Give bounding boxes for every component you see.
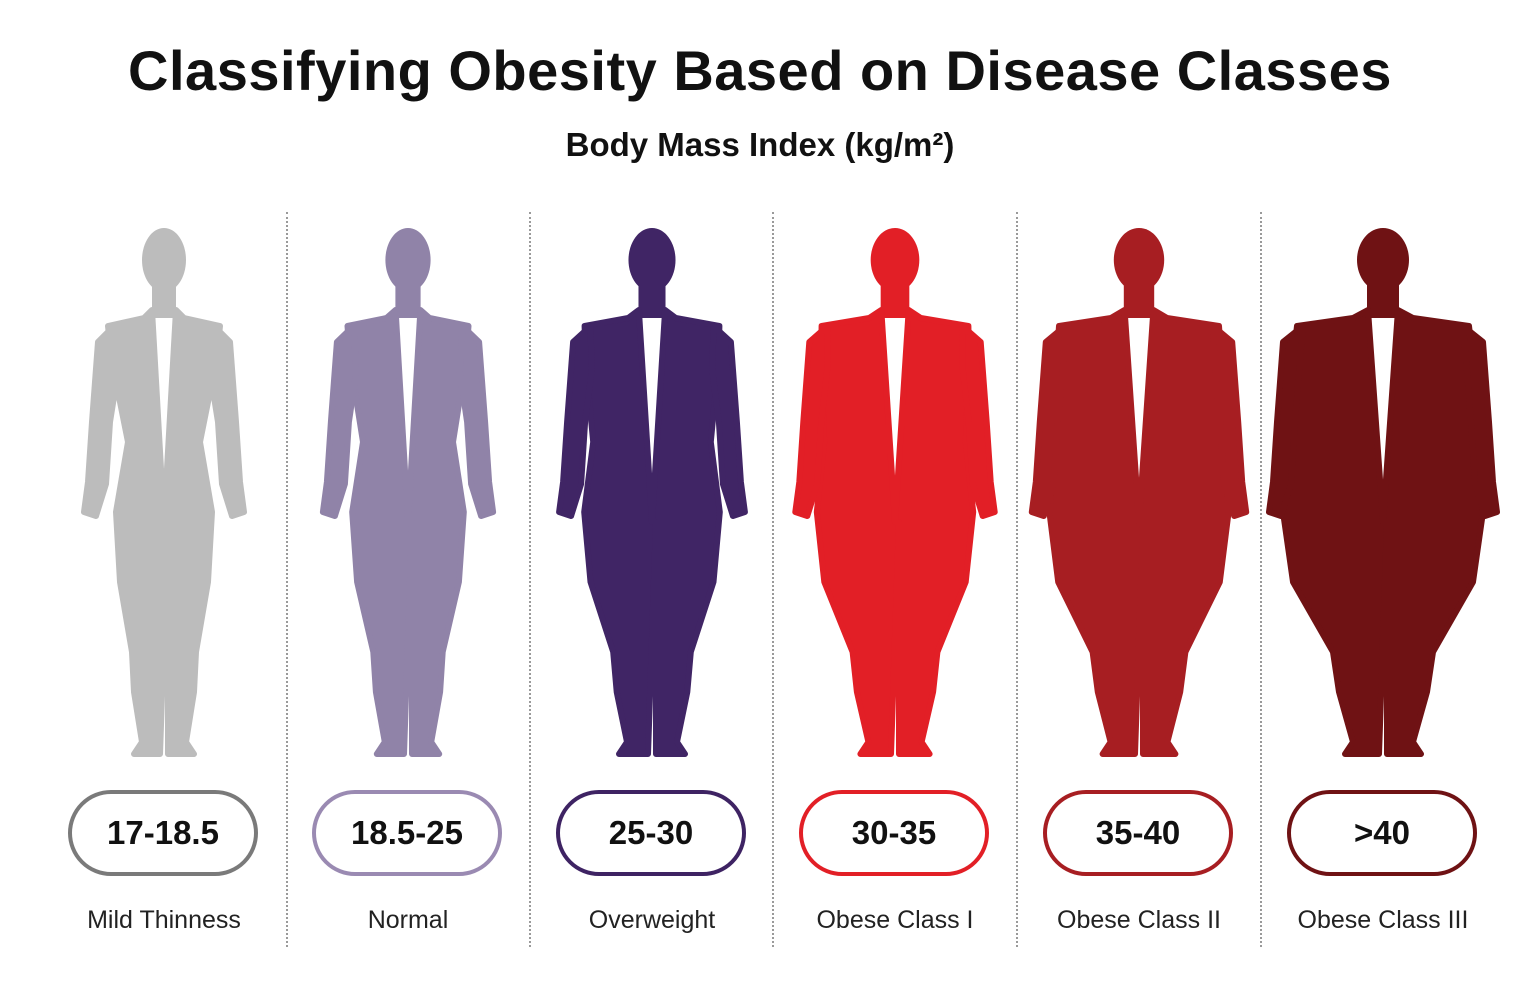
body-silhouette-graphic (1028, 228, 1250, 757)
left-arm-shape (81, 323, 121, 519)
obese-class-1-body-silhouette-icon (775, 222, 1015, 762)
bmi-range-badge: 17-18.5 (68, 790, 258, 876)
head-shape (385, 228, 431, 292)
body-silhouette-graphic (792, 228, 998, 757)
bmi-class-label: Overweight (588, 906, 716, 934)
head-shape (142, 228, 186, 292)
bmi-class-obese-3: >40 Obese Class III (1263, 222, 1503, 942)
right-arm-shape (959, 323, 998, 519)
bmi-class-obese-1: 30-35 Obese Class I (775, 222, 1015, 942)
overweight-body-silhouette-icon (532, 222, 772, 762)
bmi-class-mild-thinness: 17-18.5 Mild Thinness (44, 222, 284, 942)
column-divider (1016, 212, 1018, 947)
bmi-range-badge: 30-35 (799, 790, 989, 876)
left-arm-shape (319, 323, 360, 519)
right-arm-shape (1460, 323, 1500, 519)
column-divider (529, 212, 531, 947)
head-shape (1113, 228, 1165, 292)
torso-shape (813, 307, 977, 757)
left-arm-shape (1028, 323, 1068, 519)
neck-shape (152, 282, 176, 318)
bmi-class-obese-2: 35-40 Obese Class II (1019, 222, 1259, 942)
bmi-range-badge: >40 (1287, 790, 1477, 876)
obese-class-3-body-silhouette-icon (1263, 222, 1503, 762)
bmi-class-label: Mild Thinness (87, 906, 241, 934)
torso-shape (581, 307, 723, 757)
head-shape (870, 228, 920, 292)
body-silhouette-graphic (1266, 228, 1500, 757)
bmi-range-badge: 18.5-25 (312, 790, 502, 876)
column-divider (286, 212, 288, 947)
neck-shape (1123, 282, 1155, 318)
torso-shape (105, 307, 223, 757)
bmi-class-label: Obese Class III (1297, 906, 1469, 934)
thin-body-silhouette-icon (44, 222, 284, 762)
bmi-class-label: Obese Class I (816, 906, 974, 934)
head-shape (628, 228, 676, 292)
page-title: Classifying Obesity Based on Disease Cla… (128, 39, 1392, 102)
bmi-range-badge: 25-30 (556, 790, 746, 876)
bmi-class-overweight: 25-30 Overweight (532, 222, 772, 942)
right-arm-shape (709, 323, 748, 519)
bmi-class-normal: 18.5-25 Normal (288, 222, 528, 942)
bmi-range-badge: 35-40 (1043, 790, 1233, 876)
body-silhouette-graphic (556, 228, 748, 757)
column-divider (772, 212, 774, 947)
body-silhouette-graphic (81, 228, 247, 757)
neck-shape (1367, 282, 1399, 318)
neck-shape (880, 282, 910, 318)
page-subtitle: Body Mass Index (kg/m²) (565, 126, 955, 163)
bmi-class-label: Obese Class II (1057, 906, 1221, 934)
left-arm-shape (556, 323, 595, 519)
right-arm-shape (1210, 323, 1250, 519)
normal-body-silhouette-icon (288, 222, 528, 762)
left-arm-shape (792, 323, 831, 519)
torso-shape (344, 307, 472, 757)
torso-shape (1046, 307, 1232, 757)
obese-class-2-body-silhouette-icon (1019, 222, 1259, 762)
torso-shape (1280, 307, 1486, 757)
right-arm-shape (456, 323, 497, 519)
head-shape (1357, 228, 1409, 292)
neck-shape (395, 282, 421, 318)
right-arm-shape (207, 323, 247, 519)
body-silhouette-graphic (319, 228, 497, 757)
column-divider (1260, 212, 1262, 947)
neck-shape (638, 282, 666, 318)
bmi-class-label: Normal (367, 906, 449, 934)
left-arm-shape (1266, 323, 1306, 519)
